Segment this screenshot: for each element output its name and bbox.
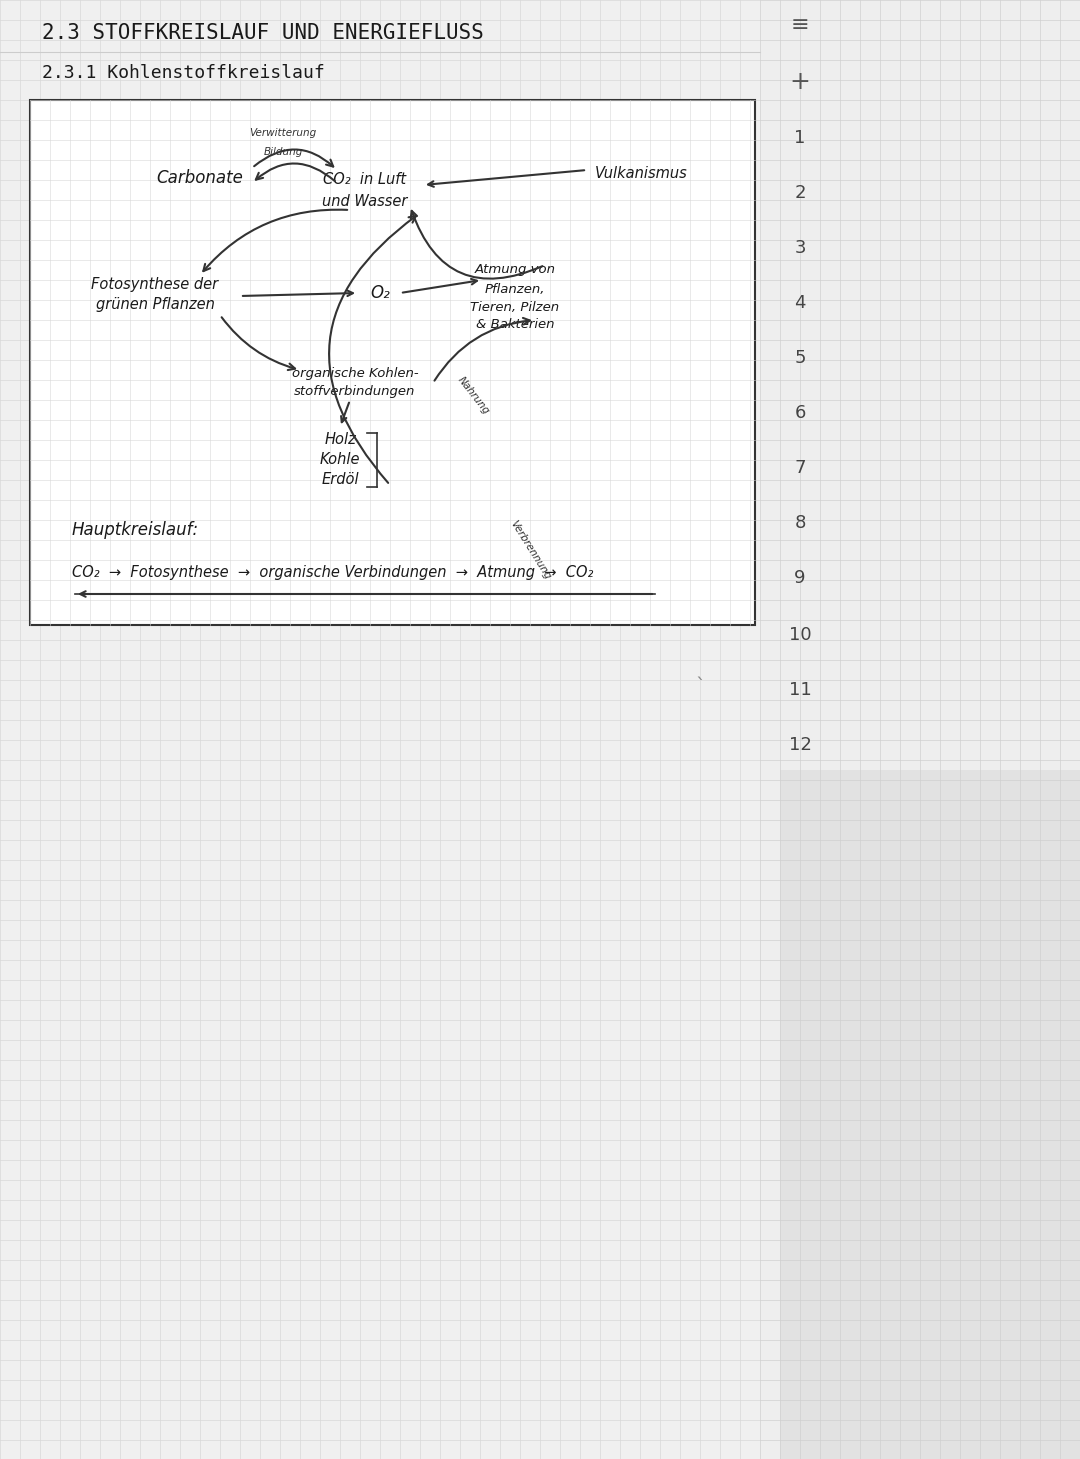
Text: Erdöl: Erdöl bbox=[321, 473, 359, 487]
Text: und Wasser: und Wasser bbox=[322, 194, 407, 209]
Text: Fotosynthese der: Fotosynthese der bbox=[92, 277, 218, 292]
Text: Atmung von: Atmung von bbox=[474, 264, 555, 277]
Bar bbox=[30, 101, 755, 624]
FancyArrowPatch shape bbox=[434, 318, 530, 381]
Text: 10: 10 bbox=[788, 626, 811, 643]
Text: +: + bbox=[789, 70, 810, 93]
Text: grünen Pflanzen: grünen Pflanzen bbox=[95, 298, 215, 312]
Text: 6: 6 bbox=[794, 404, 806, 422]
Text: Holz: Holz bbox=[324, 432, 356, 448]
FancyArrowPatch shape bbox=[254, 149, 334, 166]
Text: 2.3.1 Kohlenstoffkreislauf: 2.3.1 Kohlenstoffkreislauf bbox=[42, 64, 325, 82]
Text: ≡: ≡ bbox=[791, 15, 809, 35]
Text: Tieren, Pilzen: Tieren, Pilzen bbox=[471, 301, 559, 314]
FancyArrowPatch shape bbox=[256, 163, 335, 181]
Text: 9: 9 bbox=[794, 569, 806, 587]
Text: 2.3 STOFFKREISLAUF UND ENERGIEFLUSS: 2.3 STOFFKREISLAUF UND ENERGIEFLUSS bbox=[42, 23, 484, 42]
Text: 7: 7 bbox=[794, 460, 806, 477]
Text: 2: 2 bbox=[794, 184, 806, 201]
Text: Kohle: Kohle bbox=[320, 452, 361, 467]
Text: stoffverbindungen: stoffverbindungen bbox=[295, 385, 416, 398]
Text: Carbonate: Carbonate bbox=[157, 169, 243, 187]
Text: 11: 11 bbox=[788, 681, 811, 699]
Text: Nahrung: Nahrung bbox=[456, 375, 490, 417]
Text: 8: 8 bbox=[794, 514, 806, 533]
Text: organische Kohlen-: organische Kohlen- bbox=[292, 366, 418, 379]
Text: Vulkanismus: Vulkanismus bbox=[595, 165, 688, 181]
Bar bbox=[780, 770, 1080, 1459]
FancyArrowPatch shape bbox=[410, 210, 542, 279]
Text: O₂: O₂ bbox=[370, 285, 390, 302]
Text: CO₂  →  Fotosynthese  →  organische Verbindungen  →  Atmung  →  CO₂: CO₂ → Fotosynthese → organische Verbindu… bbox=[72, 565, 593, 579]
FancyArrowPatch shape bbox=[329, 216, 416, 483]
Text: 3: 3 bbox=[794, 239, 806, 257]
Text: Verwitterung: Verwitterung bbox=[249, 128, 316, 139]
Text: Verbrennung: Verbrennung bbox=[508, 519, 552, 581]
Text: Bildung: Bildung bbox=[264, 147, 302, 158]
Text: 4: 4 bbox=[794, 295, 806, 312]
Text: ˋ: ˋ bbox=[696, 677, 705, 696]
Text: Hauptkreislauf:: Hauptkreislauf: bbox=[72, 521, 199, 538]
Bar bbox=[760, 0, 1080, 1459]
Text: CO₂  in Luft: CO₂ in Luft bbox=[323, 172, 406, 188]
Text: 5: 5 bbox=[794, 349, 806, 368]
Text: Pflanzen,: Pflanzen, bbox=[485, 283, 545, 296]
Text: 12: 12 bbox=[788, 735, 811, 754]
Text: 1: 1 bbox=[794, 128, 806, 147]
Text: & Bakterien: & Bakterien bbox=[476, 318, 554, 331]
FancyArrowPatch shape bbox=[221, 317, 295, 371]
FancyArrowPatch shape bbox=[203, 210, 348, 271]
